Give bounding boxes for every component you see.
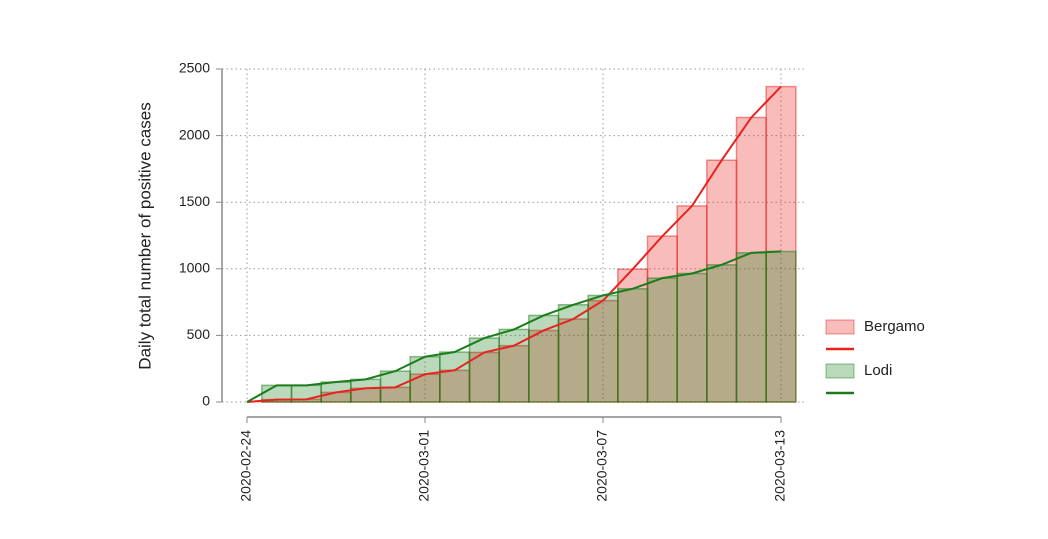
y-tick-label: 1500 [179, 193, 210, 209]
bar [617, 288, 649, 403]
legend-swatch [825, 363, 855, 379]
y-tick-label: 2000 [179, 126, 210, 142]
legend-label: Bergamo [864, 318, 925, 335]
bar [587, 294, 619, 403]
bar [439, 351, 471, 403]
x-tick-label: 2020-03-13 [772, 430, 788, 502]
line [246, 250, 782, 403]
legend-label: Lodi [864, 362, 892, 379]
bar [528, 314, 560, 403]
y-tick-label: 1000 [179, 260, 210, 276]
bar [765, 250, 797, 403]
legend-swatch [825, 319, 855, 335]
y-tick-label: 500 [187, 326, 211, 342]
y-tick-label: 2500 [179, 60, 210, 76]
y-tick-label: 0 [202, 393, 210, 409]
bar [735, 252, 767, 403]
bar [765, 85, 797, 403]
y-axis-label: Daily total number of positive cases [135, 102, 154, 369]
x-tick-label: 2020-03-07 [594, 430, 610, 502]
bar [676, 272, 708, 403]
bar [706, 264, 738, 403]
x-tick-label: 2020-02-24 [238, 430, 254, 502]
line [246, 85, 782, 403]
bar [587, 299, 619, 403]
bar [468, 337, 500, 403]
x-tick-label: 2020-03-01 [416, 430, 432, 502]
bar [646, 277, 678, 403]
